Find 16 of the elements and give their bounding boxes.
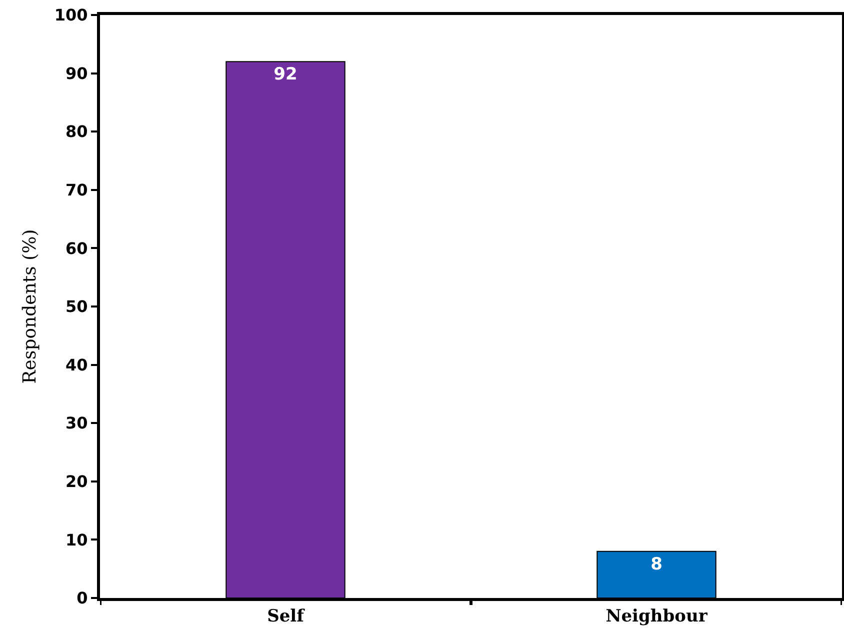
y-tick-label: 0 bbox=[76, 588, 88, 608]
data-label: 92 bbox=[274, 64, 298, 85]
y-tick-label: 70 bbox=[66, 180, 88, 200]
y-tick-label: 90 bbox=[66, 64, 88, 83]
data-label: 8 bbox=[650, 554, 662, 574]
y-axis-title: Respondents (%) bbox=[20, 229, 41, 384]
x-tick-label: Self bbox=[267, 606, 306, 626]
y-tick-label: 100 bbox=[54, 6, 88, 25]
x-tick-label: Neighbour bbox=[606, 606, 708, 626]
y-tick-label: 50 bbox=[66, 297, 88, 316]
y-tick-label: 60 bbox=[66, 238, 88, 258]
y-tick-label: 40 bbox=[66, 355, 88, 374]
y-tick-label: 80 bbox=[66, 122, 88, 142]
y-tick-label: 10 bbox=[66, 530, 88, 550]
y-tick-label: 30 bbox=[66, 414, 88, 433]
y-tick-label: 20 bbox=[66, 472, 88, 491]
